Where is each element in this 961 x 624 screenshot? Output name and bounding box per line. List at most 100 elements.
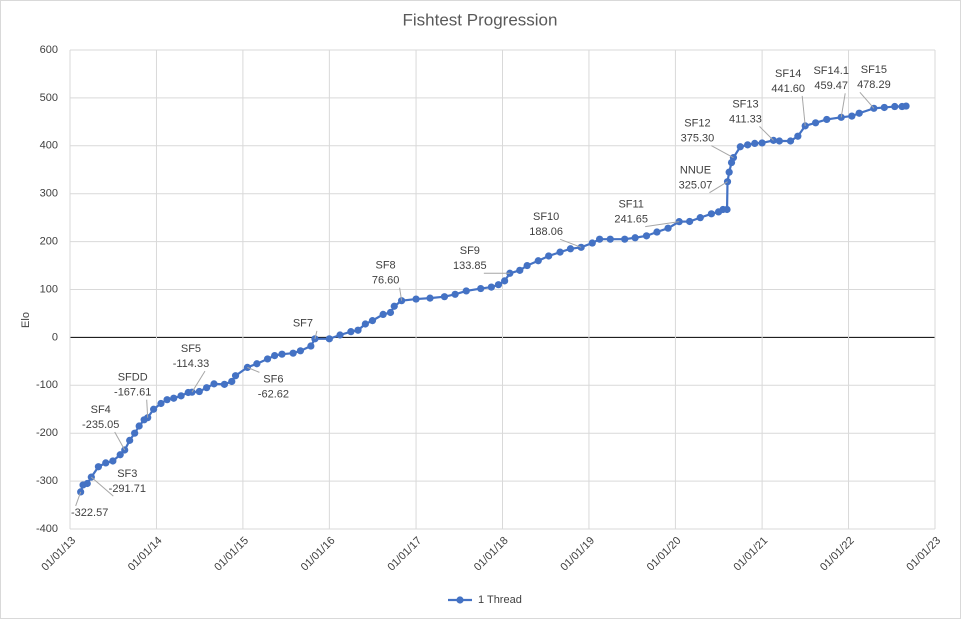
- data-point: [487, 283, 495, 291]
- data-point: [426, 294, 434, 302]
- annotation-value: 441.60: [771, 83, 805, 95]
- data-point: [135, 422, 143, 430]
- data-point: [675, 218, 683, 226]
- annotation-leader: [399, 287, 403, 301]
- data-point: [880, 103, 888, 112]
- data-point: [664, 224, 672, 232]
- y-tick-label: -400: [36, 523, 58, 535]
- annotation-name: SFDD: [118, 372, 148, 384]
- annotation-value: 133.85: [453, 260, 487, 272]
- data-point: [696, 214, 704, 222]
- data-point: [631, 234, 639, 242]
- annotation-name: SF12: [684, 118, 710, 130]
- annotation-name: NNUE: [680, 165, 711, 177]
- data-point: [686, 217, 694, 226]
- annotation-leader: [840, 93, 846, 118]
- annotation-value: 459.47: [814, 80, 848, 92]
- y-tick-label: 100: [40, 283, 58, 295]
- annotation-name: SF4: [91, 404, 111, 416]
- data-point: [440, 293, 449, 301]
- legend-label: 1 Thread: [478, 594, 522, 606]
- annotation-leader: [314, 330, 318, 339]
- annotation-name: SF11: [618, 199, 643, 211]
- annotation-name: SF15: [861, 64, 887, 76]
- annotation-value: 411.33: [729, 113, 762, 125]
- data-point: [751, 139, 759, 148]
- chart-title: Fishtest Progression: [403, 10, 558, 29]
- data-point: [723, 205, 731, 214]
- annotation-value: 76.60: [372, 275, 400, 287]
- data-point: [220, 380, 229, 388]
- data-point: [744, 141, 752, 149]
- annotation-leader: [859, 91, 875, 109]
- data-point: [271, 352, 279, 360]
- data-point: [243, 363, 252, 371]
- legend-marker: [456, 596, 464, 604]
- annotation-value: 241.65: [614, 214, 648, 226]
- data-point: [170, 394, 178, 402]
- data-point: [278, 350, 286, 358]
- annotation-leader: [75, 491, 82, 507]
- y-axis-title: Elo: [20, 312, 32, 328]
- y-tick-label: -200: [36, 427, 58, 439]
- annotation-value: 375.30: [681, 133, 715, 145]
- data-point: [736, 143, 744, 151]
- data-point: [347, 328, 355, 336]
- annotation-value: -322.57: [71, 507, 108, 519]
- annotation-value: -235.05: [82, 419, 119, 431]
- data-point: [501, 277, 509, 285]
- annotation-value: -291.71: [109, 483, 146, 495]
- annotation-name: SF6: [263, 373, 283, 385]
- data-point: [786, 137, 795, 145]
- data-point: [653, 228, 661, 236]
- data-point: [102, 459, 110, 467]
- y-tick-label: 500: [40, 92, 58, 104]
- data-point: [195, 387, 203, 396]
- data-point: [477, 284, 485, 293]
- data-point: [368, 317, 377, 325]
- annotation-leader: [114, 431, 126, 451]
- annotation-leader: [709, 181, 728, 194]
- data-point: [157, 399, 165, 408]
- data-point: [354, 326, 362, 334]
- annotation-name: SF14: [775, 68, 801, 80]
- annotation-name: SF9: [460, 245, 480, 257]
- data-point: [566, 245, 575, 253]
- data-point: [361, 320, 369, 328]
- data-point: [126, 436, 134, 444]
- data-point: [812, 119, 820, 127]
- annotation-value: -62.62: [258, 388, 289, 400]
- data-point: [296, 347, 305, 355]
- data-point: [642, 232, 651, 240]
- data-point: [621, 235, 629, 243]
- data-point: [556, 248, 564, 256]
- annotation-value: -114.33: [173, 358, 210, 370]
- data-point: [545, 252, 553, 260]
- y-tick-label: 600: [40, 44, 58, 56]
- data-point: [253, 360, 261, 368]
- data-point: [523, 261, 531, 270]
- data-point: [150, 405, 158, 413]
- y-tick-label: -300: [36, 475, 58, 487]
- annotation-leader: [191, 370, 206, 393]
- data-point: [451, 290, 459, 298]
- annotation-value: 478.29: [857, 79, 891, 91]
- annotation-name: SF14.1: [813, 65, 848, 77]
- data-point: [891, 102, 899, 111]
- data-point: [775, 137, 783, 145]
- data-point: [83, 479, 91, 488]
- data-point: [336, 331, 344, 339]
- annotation-name: SF3: [117, 468, 137, 480]
- data-point: [606, 235, 614, 243]
- data-point: [902, 102, 910, 110]
- data-point: [596, 235, 604, 243]
- data-point: [462, 287, 470, 295]
- data-point: [516, 266, 524, 274]
- data-point: [131, 429, 139, 437]
- y-tick-label: 200: [40, 236, 58, 248]
- data-point: [412, 295, 420, 303]
- data-point: [588, 239, 596, 247]
- data-point: [307, 342, 315, 350]
